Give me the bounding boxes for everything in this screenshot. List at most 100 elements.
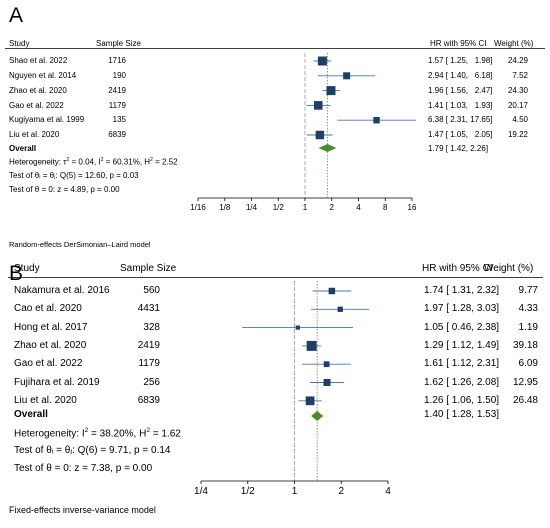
plot-area (8, 277, 543, 484)
header-weight: Weight (%) (494, 39, 534, 48)
weight-value: 7.52 (512, 71, 528, 80)
study-marker (306, 340, 317, 351)
study-marker (323, 361, 330, 368)
header-study: Study (9, 39, 30, 48)
ci-text: 1.62 [ 1.26, 2.08] (424, 376, 500, 388)
study-marker (305, 396, 315, 406)
x-tick-label: 1/2 (240, 486, 255, 497)
plot-area (5, 48, 545, 201)
overall-label: Overall (9, 144, 37, 153)
x-tick-label: 8 (383, 203, 388, 212)
sample-size: 2419 (108, 85, 126, 95)
model-footnote: Fixed-effects inverse-variance model (9, 505, 156, 515)
ci-text: 1.97 [ 1.28, 3.03] (424, 303, 500, 315)
weight-value: 4.50 (512, 115, 528, 125)
study-name: Cao et al. 2020 (14, 303, 82, 315)
sample-size: 190 (112, 71, 126, 80)
study-marker (315, 130, 325, 140)
study-marker (373, 116, 380, 124)
x-tick-label: 16 (407, 203, 417, 212)
sample-size: 4431 (137, 303, 160, 315)
study-marker (295, 325, 300, 330)
ci-text: 1.29 [ 1.12, 1.49] (424, 339, 500, 351)
ci-text: 1.47 [ 1.05, 2.05] (428, 130, 493, 140)
study-name: Nakamura et al. 2016 (14, 285, 110, 296)
heterogeneity-text: Heterogeneity: τ2 = 0.04, I2 = 60.31%, H… (9, 157, 178, 167)
sample-size: 560 (143, 285, 160, 296)
sample-size: 1179 (138, 358, 160, 370)
study-name: Nguyen et al. 2014 (9, 71, 77, 80)
q-test-text: Test of θᵢ = θⱼ: Q(5) = 12.60, p = 0.03 (9, 171, 139, 180)
study-marker (337, 306, 343, 312)
study-name: Hong et al. 2017 (14, 321, 88, 333)
overall-diamond (311, 411, 324, 421)
weight-value: 24.29 (507, 56, 528, 66)
weight-value: 6.09 (518, 358, 538, 370)
ci-text: 1.41 [ 1.03, 1.93] (428, 100, 493, 110)
sample-size: 1179 (108, 100, 126, 110)
x-tick-label: 4 (356, 203, 361, 212)
x-tick-label: 4 (385, 486, 391, 497)
ci-text: 2.94 [ 1.40, 6.18] (428, 71, 493, 80)
sample-size: 2419 (137, 339, 160, 351)
ci-text: 1.26 [ 1.06, 1.50] (424, 394, 500, 406)
ci-text: 1.05 [ 0.46, 2.38] (424, 321, 500, 333)
header-study: Study (14, 263, 40, 274)
study-name: Liu et al. 2020 (14, 394, 77, 406)
q-test-text: Test of θᵢ = θⱼ: Q(6) = 9.71, p = 0.14 (14, 445, 171, 456)
study-name: Gao et al. 2022 (14, 358, 83, 370)
weight-value: 20.17 (507, 100, 528, 110)
header-ci: HR with 95% CI (430, 39, 487, 48)
study-name: Shao et al. 2022 (9, 56, 68, 66)
ci-text: 1.61 [ 1.12, 2.31] (424, 358, 500, 370)
sample-size: 1716 (108, 56, 126, 66)
study-name: Gao et al. 2022 (9, 100, 64, 110)
x-tick-label: 1 (302, 203, 308, 212)
z-test-text: Test of θ = 0: z = 7.38, p = 0.00 (14, 463, 153, 474)
study-marker (313, 101, 323, 110)
weight-value: 19.22 (507, 130, 528, 140)
ci-text: 6.38 [ 2.31, 17.65] (428, 115, 493, 125)
x-tick-label: 2 (329, 203, 334, 212)
weight-value: 26.48 (512, 394, 538, 406)
study-name: Zhao et al. 2020 (14, 339, 87, 351)
study-marker (317, 56, 327, 66)
weight-value: 12.95 (512, 376, 538, 388)
header-sample-size: Sample Size (120, 263, 177, 274)
overall-diamond (318, 144, 337, 152)
header-sample-size: Sample Size (96, 39, 141, 48)
weight-value: 1.19 (518, 321, 538, 333)
weight-value: 24.30 (507, 85, 528, 95)
x-tick-label: 2 (338, 486, 345, 497)
x-tick-label: 1/16 (190, 203, 206, 212)
ci-text: 1.74 [ 1.31, 2.32] (424, 285, 500, 296)
model-footnote: Random-effects DerSimonian–Laird model (9, 240, 151, 249)
overall-ci-text: 1.79 [ 1.42, 2.26] (428, 144, 489, 153)
header-ci: HR with 95% CI (422, 263, 493, 274)
forest-plot-a: A Study Sample Size HR with 95% CI Weigh… (0, 0, 550, 262)
heterogeneity-text: Heterogeneity: I2 = 38.20%, H2 = 1.62 (14, 427, 181, 440)
study-marker (343, 72, 351, 80)
sample-size: 6839 (108, 130, 126, 140)
ci-text: 1.57 [ 1.25, 1.98] (428, 56, 493, 66)
x-tick-label: 1/4 (245, 203, 258, 212)
x-tick-label: 1/4 (194, 486, 208, 497)
sample-size: 328 (143, 321, 160, 333)
study-name: Liu et al. 2020 (9, 130, 60, 140)
sample-size: 6839 (137, 394, 160, 406)
panel-label: B (9, 262, 24, 285)
weight-value: 39.18 (512, 339, 538, 351)
overall-ci-text: 1.40 [ 1.28, 1.53] (424, 409, 500, 420)
study-name: Kugiyama et al. 1999 (9, 115, 85, 125)
study-name: Fujihara et al. 2019 (14, 376, 100, 388)
header-weight: Weight (%) (484, 263, 534, 274)
panel-label: A (9, 4, 24, 27)
study-marker (328, 287, 336, 295)
x-tick-label: 1 (291, 486, 298, 497)
study-name: Zhao et al. 2020 (9, 85, 67, 95)
sample-size: 135 (112, 115, 126, 125)
overall-label: Overall (14, 409, 48, 420)
weight-value: 4.33 (518, 303, 538, 315)
forest-plot-b: B Study Sample Size HR with 95% CI Weigh… (0, 262, 550, 528)
z-test-text: Test of θ = 0: z = 4.89, p = 0.00 (9, 185, 120, 194)
